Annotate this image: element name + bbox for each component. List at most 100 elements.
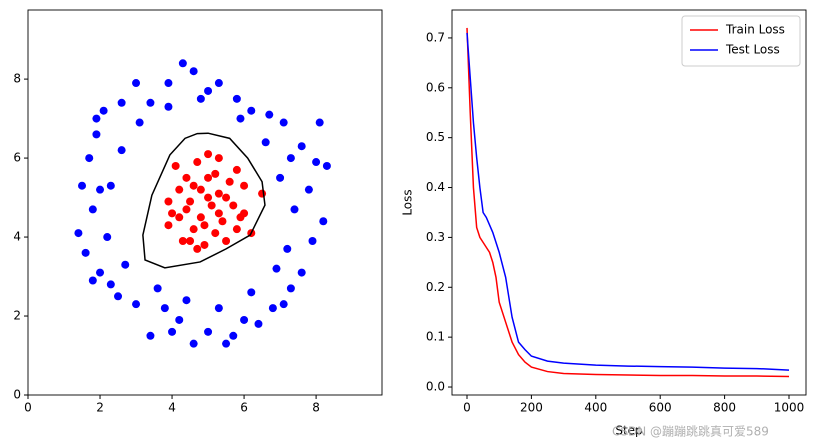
y-tick-label: 6 <box>13 151 21 165</box>
point <box>175 185 184 194</box>
point <box>117 98 126 107</box>
y-tick-label: 0.1 <box>426 330 445 344</box>
point <box>200 221 209 230</box>
x-tick-label: 4 <box>168 401 176 415</box>
decision-boundary <box>142 132 266 269</box>
point <box>189 339 198 348</box>
x-tick-label: 600 <box>649 401 672 415</box>
point <box>132 79 141 88</box>
point <box>106 181 115 190</box>
point <box>88 205 97 214</box>
axes-frame <box>451 9 807 396</box>
point <box>222 193 231 202</box>
point <box>81 248 90 257</box>
point <box>92 130 101 139</box>
point <box>308 237 317 245</box>
y-tick-label: 0.2 <box>426 280 445 294</box>
point <box>193 244 202 253</box>
x-tick-label: 0 <box>463 401 471 415</box>
point <box>258 189 267 198</box>
point <box>132 300 141 309</box>
y-tick-label: 2 <box>13 309 21 323</box>
point <box>268 304 277 313</box>
point <box>189 67 198 76</box>
point <box>178 237 187 245</box>
point <box>279 300 288 309</box>
x-tick-label: 2 <box>96 401 104 415</box>
x-tick-label: 800 <box>713 401 736 415</box>
x-tick-label: 6 <box>240 401 248 415</box>
point <box>232 165 241 174</box>
point <box>225 177 234 186</box>
point <box>214 209 223 218</box>
y-tick-label: 0 <box>13 388 21 402</box>
point <box>193 158 202 167</box>
y-tick-label: 8 <box>13 72 21 86</box>
point <box>240 315 249 324</box>
point <box>168 327 177 336</box>
point <box>164 102 173 111</box>
point <box>196 213 205 222</box>
plot-area <box>74 59 331 348</box>
point <box>247 106 256 115</box>
point <box>286 284 295 293</box>
point <box>146 331 155 340</box>
x-tick-label: 1000 <box>774 401 805 415</box>
point <box>175 315 184 324</box>
loss-line <box>466 27 790 378</box>
point <box>286 154 295 163</box>
point <box>186 237 195 245</box>
point <box>117 146 126 155</box>
point <box>247 288 256 297</box>
y-tick-label: 0.7 <box>426 30 445 44</box>
point <box>276 173 285 182</box>
point <box>290 205 299 214</box>
y-tick-label: 0.3 <box>426 230 445 244</box>
point <box>218 217 227 226</box>
x-tick-label: 0 <box>24 401 32 415</box>
point <box>153 284 162 293</box>
point <box>236 213 245 222</box>
point <box>319 217 328 226</box>
point <box>175 213 184 222</box>
point <box>283 244 292 253</box>
point <box>106 280 115 289</box>
point <box>279 118 288 127</box>
point <box>99 106 108 115</box>
x-tick-label: 400 <box>584 401 607 415</box>
point <box>204 150 213 159</box>
point <box>189 225 198 234</box>
point <box>114 292 123 301</box>
point <box>178 59 187 68</box>
point <box>272 264 281 273</box>
point <box>103 233 112 242</box>
point <box>182 205 191 214</box>
point <box>232 225 241 234</box>
y-tick-label: 0.5 <box>426 130 445 144</box>
point <box>189 181 198 190</box>
y-tick-label: 0.6 <box>426 80 445 94</box>
point <box>164 79 173 88</box>
point <box>297 268 306 277</box>
point <box>182 173 191 182</box>
point <box>182 296 191 305</box>
point <box>261 138 270 147</box>
watermark: CSDN @蹦蹦跳跳真可爱589 <box>612 425 769 439</box>
point <box>304 185 313 194</box>
point <box>211 169 220 178</box>
point <box>297 142 306 151</box>
point <box>214 189 223 198</box>
y-axis-label: Loss <box>401 189 415 215</box>
point <box>204 86 213 95</box>
point <box>74 229 83 238</box>
axes-frame <box>27 9 383 396</box>
point <box>200 240 209 249</box>
point <box>214 154 223 163</box>
y-tick-label: 0.0 <box>426 380 445 394</box>
point <box>164 221 173 230</box>
point <box>164 197 173 206</box>
point <box>204 327 213 336</box>
x-tick-label: 8 <box>312 401 320 415</box>
point <box>207 201 216 210</box>
